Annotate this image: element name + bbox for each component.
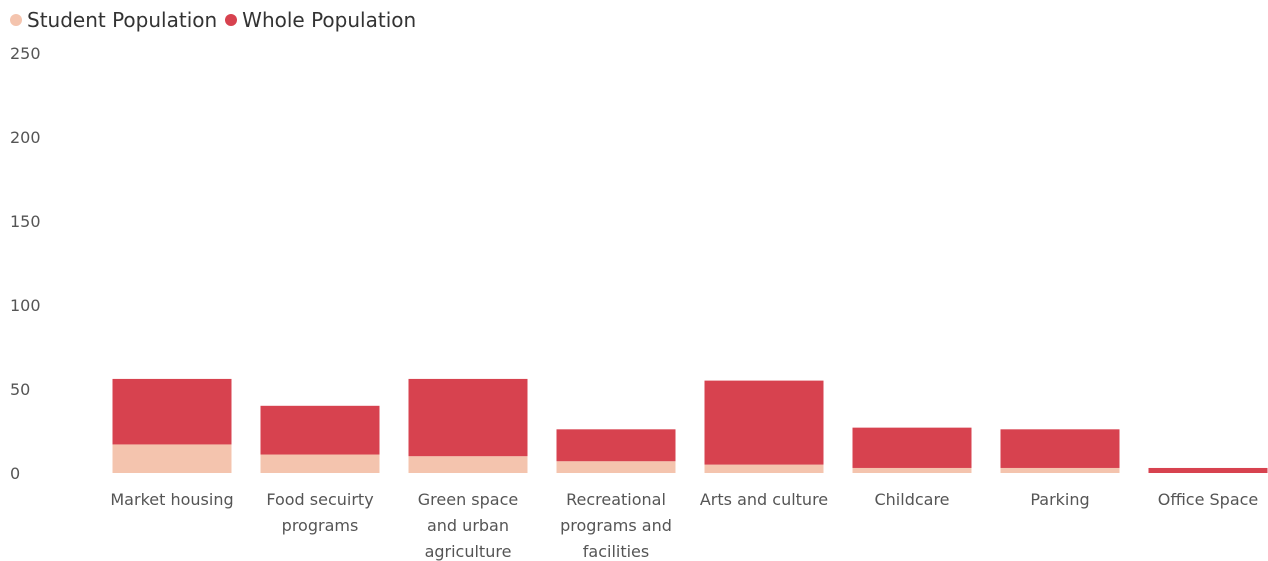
- x-category-label: Food secuirty: [266, 490, 373, 509]
- x-category-label: programs: [282, 516, 359, 535]
- bar-whole-population[interactable]: [112, 378, 232, 445]
- legend-item-student-population[interactable]: Student Population: [10, 8, 217, 32]
- y-tick-label: 200: [10, 128, 41, 147]
- x-category-label: Green space: [418, 490, 518, 509]
- bar-whole-population[interactable]: [408, 378, 528, 457]
- legend-label-student-population: Student Population: [27, 8, 218, 32]
- y-tick-label: 100: [10, 296, 41, 315]
- x-category-label: Arts and culture: [700, 490, 828, 509]
- bar-whole-population[interactable]: [260, 405, 380, 455]
- legend-marker-student-population: [10, 14, 22, 26]
- x-category-label: Parking: [1030, 490, 1089, 509]
- legend-item-whole-population[interactable]: Whole Population: [225, 8, 416, 32]
- x-category-label: Childcare: [874, 490, 949, 509]
- x-category-label: agriculture: [425, 542, 512, 561]
- y-tick-label: 150: [10, 212, 41, 231]
- x-category-label: Office Space: [1158, 490, 1259, 509]
- bar-whole-population[interactable]: [852, 427, 972, 468]
- x-category-label: and urban: [427, 516, 509, 535]
- x-category-label: Recreational: [566, 490, 666, 509]
- bar-student-population[interactable]: [704, 464, 824, 473]
- bar-student-population[interactable]: [408, 456, 528, 473]
- chart-legend: Student Population Whole Population: [10, 6, 424, 34]
- bar-student-population[interactable]: [112, 444, 232, 473]
- bar-student-population[interactable]: [1000, 467, 1120, 473]
- x-category-label: facilities: [583, 542, 649, 561]
- legend-label-whole-population: Whole Population: [242, 8, 417, 32]
- bar-student-population[interactable]: [852, 467, 972, 473]
- y-tick-label: 0: [10, 464, 20, 483]
- bar-whole-population[interactable]: [556, 429, 676, 462]
- y-tick-label: 250: [10, 44, 41, 63]
- y-tick-label: 50: [10, 380, 30, 399]
- bar-student-population[interactable]: [556, 461, 676, 473]
- bar-whole-population[interactable]: [1000, 429, 1120, 468]
- bar-student-population[interactable]: [260, 454, 380, 473]
- bar-whole-population[interactable]: [1148, 467, 1268, 473]
- bar-whole-population[interactable]: [704, 380, 824, 465]
- x-category-label: Market housing: [110, 490, 233, 509]
- x-category-label: programs and: [560, 516, 672, 535]
- legend-marker-whole-population: [225, 14, 238, 26]
